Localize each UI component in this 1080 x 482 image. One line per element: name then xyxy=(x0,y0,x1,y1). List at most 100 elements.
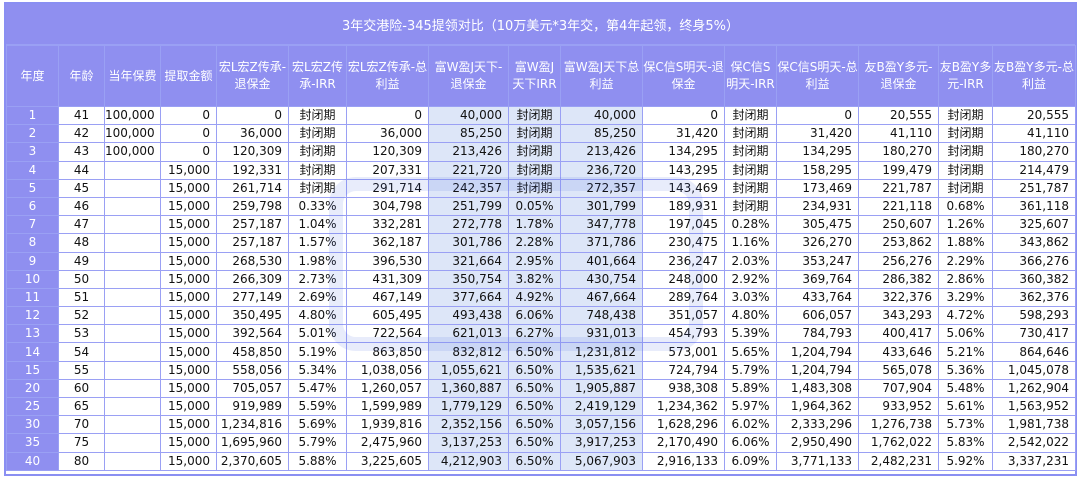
table-cell: 80 xyxy=(58,451,105,471)
table-cell: 332,281 xyxy=(346,215,429,235)
table-cell: 277,149 xyxy=(216,287,289,308)
year-cell: 7 xyxy=(6,215,59,235)
table-title: 3年交港险-345提领对比（10万美元*3年交，第4年起领，终身5%） xyxy=(6,4,1075,45)
table-cell: 565,078 xyxy=(858,360,939,380)
table-cell: 401,664 xyxy=(560,251,643,271)
table-cell: 15,000 xyxy=(160,342,217,362)
table-cell: 134,295 xyxy=(776,142,859,162)
table-cell: 4.80% xyxy=(288,306,347,326)
year-cell: 30 xyxy=(6,415,59,435)
table-cell: 3,137,253 xyxy=(428,433,509,453)
table-row: 4 44 15,000 192,331 封闭期 207,331 221,720 封闭期 236,… xyxy=(6,160,1076,180)
year-cell: 6 xyxy=(6,196,59,217)
table-cell: 封闭期 xyxy=(288,105,347,126)
table-cell: 44 xyxy=(58,160,105,180)
table-cell: 15,000 xyxy=(160,378,217,399)
year-cell: 11 xyxy=(6,287,59,308)
table-cell: 2,916,133 xyxy=(642,451,725,471)
table-cell xyxy=(104,415,161,435)
table-cell: 70 xyxy=(58,415,105,435)
comparison-table: 年度 年龄 当年保费 提取金额 宏L宏Z传承-退保金 宏L宏Z传承-IRR 宏L… xyxy=(6,45,1076,471)
table-cell: 221,787 xyxy=(858,178,939,198)
table-cell: 322,376 xyxy=(858,287,939,308)
table-cell: 15,000 xyxy=(160,269,217,289)
table-cell xyxy=(104,306,161,326)
table-cell: 2.29% xyxy=(938,251,993,271)
table-cell: 261,714 xyxy=(216,178,289,198)
table-cell: 4.72% xyxy=(938,306,993,326)
table-cell: 230,475 xyxy=(642,233,725,253)
table-cell: 467,149 xyxy=(346,287,429,308)
table-cell: 272,357 xyxy=(560,178,643,198)
table-cell xyxy=(104,378,161,399)
year-cell: 12 xyxy=(6,306,59,326)
table-cell: 863,850 xyxy=(346,342,429,362)
year-cell: 4 xyxy=(6,160,59,180)
table-cell: 360,382 xyxy=(992,269,1076,289)
table-cell: 6.50% xyxy=(508,415,561,435)
table-cell xyxy=(104,215,161,235)
table-cell: 350,754 xyxy=(428,269,509,289)
table-cell: 2.92% xyxy=(724,269,777,289)
table-cell: 41 xyxy=(58,105,105,126)
table-cell: 31,420 xyxy=(642,124,725,144)
table-row: 35 75 15,000 1,695,960 5.79% 2,475,960 3,137,2… xyxy=(6,433,1076,453)
table-cell: 20,555 xyxy=(858,105,939,126)
table-cell: 65 xyxy=(58,396,105,417)
table-cell xyxy=(104,324,161,344)
table-cell: 933,952 xyxy=(858,396,939,417)
table-cell: 291,714 xyxy=(346,178,429,198)
table-cell: 369,764 xyxy=(776,269,859,289)
table-row: 9 49 15,000 268,530 1.98% 396,530 321,664 2.95%… xyxy=(6,251,1076,271)
table-cell: 143,469 xyxy=(642,178,725,198)
table-cell: 343,862 xyxy=(992,233,1076,253)
table-cell: 6.02% xyxy=(724,415,777,435)
table-cell: 2.95% xyxy=(508,251,561,271)
table-cell: 377,664 xyxy=(428,287,509,308)
table-cell: 85,250 xyxy=(428,124,509,144)
table-cell: 封闭期 xyxy=(724,142,777,162)
table-cell: 256,276 xyxy=(858,251,939,271)
table-cell: 919,989 xyxy=(216,396,289,417)
table-cell: 封闭期 xyxy=(288,160,347,180)
table-cell: 286,382 xyxy=(858,269,939,289)
table-cell: 15,000 xyxy=(160,324,217,344)
table-cell: 15,000 xyxy=(160,251,217,271)
table-cell: 0.05% xyxy=(508,196,561,217)
header-cell: 富W盈J天下-退保金 xyxy=(428,45,509,107)
table-row: 6 46 15,000 259,798 0.33% 304,798 251,799 0.05%… xyxy=(6,196,1076,217)
table-cell: 1,204,794 xyxy=(776,342,859,362)
table-cell: 封闭期 xyxy=(938,124,993,144)
table-row: 3 43 100,000 0 120,309 封闭期 120,309 213,426 封闭期 21… xyxy=(6,142,1076,162)
table-cell: 1.16% xyxy=(724,233,777,253)
table-cell: 0.33% xyxy=(288,196,347,217)
table-cell: 3.29% xyxy=(938,287,993,308)
table-cell: 46 xyxy=(58,196,105,217)
table-cell: 120,309 xyxy=(216,142,289,162)
table-cell: 5.01% xyxy=(288,324,347,344)
table-cell: 301,786 xyxy=(428,233,509,253)
table-cell: 4,212,903 xyxy=(428,451,509,471)
table-cell: 1,276,738 xyxy=(858,415,939,435)
table-cell: 242,357 xyxy=(428,178,509,198)
table-cell: 143,295 xyxy=(642,160,725,180)
table-cell: 351,057 xyxy=(642,306,725,326)
table-cell: 5.48% xyxy=(938,378,993,399)
header-cell: 富W盈J天下IRR xyxy=(508,45,561,107)
table-cell: 6.06% xyxy=(724,433,777,453)
table-cell: 封闭期 xyxy=(288,142,347,162)
table-cell: 430,754 xyxy=(560,269,643,289)
header-row: 年度 年龄 当年保费 提取金额 宏L宏Z传承-退保金 宏L宏Z传承-IRR 宏L… xyxy=(6,45,1076,107)
table-cell: 1,628,296 xyxy=(642,415,725,435)
table-cell: 707,904 xyxy=(858,378,939,399)
table-cell: 259,798 xyxy=(216,196,289,217)
table-cell: 0 xyxy=(216,105,289,126)
table-cell: 221,118 xyxy=(858,196,939,217)
table-cell: 5.88% xyxy=(288,451,347,471)
table-cell: 5.65% xyxy=(724,342,777,362)
table-cell: 15,000 xyxy=(160,415,217,435)
table-cell: 1.78% xyxy=(508,215,561,235)
table-cell: 343,293 xyxy=(858,306,939,326)
table-body: 1 41 100,000 0 0 封闭期 0 40,000 封闭期 40,000 0 封闭期 0 20,5… xyxy=(6,105,1076,471)
table-cell: 2.03% xyxy=(724,251,777,271)
